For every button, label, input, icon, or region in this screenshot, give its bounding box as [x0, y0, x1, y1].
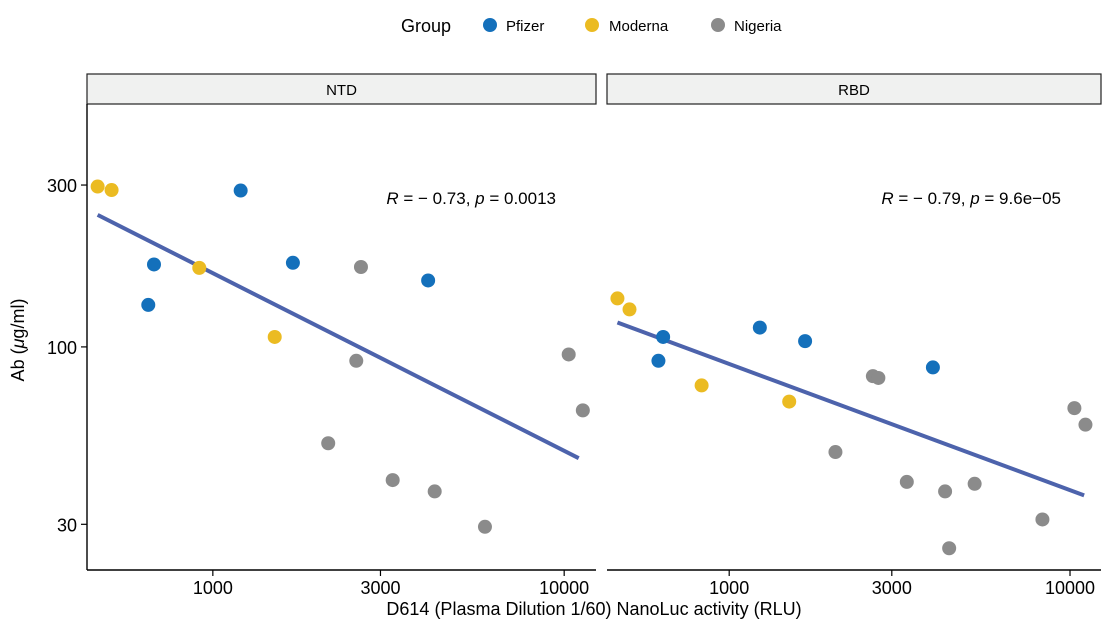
regression-line — [616, 320, 1085, 498]
facet-strip — [606, 73, 1102, 105]
data-point-nigeria — [1067, 401, 1082, 416]
data-point-nigeria — [427, 484, 442, 499]
data-point-nigeria — [871, 370, 886, 385]
data-point-nigeria — [353, 260, 368, 275]
data-point-nigeria — [385, 473, 400, 488]
facet-strip — [86, 73, 597, 105]
x-tick-label: 10000 — [539, 578, 589, 598]
legend: Group Pfizer Moderna Nigeria — [401, 16, 782, 36]
data-point-pfizer — [656, 329, 671, 344]
data-point-nigeria — [938, 484, 953, 499]
data-point-nigeria — [561, 347, 576, 362]
legend-title: Group — [401, 16, 451, 36]
legend-label-nigeria: Nigeria — [734, 18, 782, 35]
data-point-nigeria — [967, 476, 982, 491]
data-point-pfizer — [752, 320, 767, 335]
data-point-pfizer — [141, 297, 156, 312]
data-point-nigeria — [942, 541, 957, 556]
y-axis: 30 100 300 — [47, 104, 88, 570]
x-axis-label: D614 (Plasma Dilution 1/60) NanoLuc acti… — [386, 599, 801, 619]
y-tick-label: 300 — [47, 176, 77, 196]
data-point-moderna — [267, 329, 282, 344]
data-point-pfizer — [233, 183, 248, 198]
panel-rbd: RBD 1000 3000 10000 R = − 0.79, p = 9.6e−05 — [606, 73, 1102, 598]
x-tick-label: 1000 — [709, 578, 749, 598]
y-tick-label: 30 — [57, 515, 77, 535]
data-point-nigeria — [1035, 512, 1050, 527]
data-point-moderna — [622, 302, 637, 317]
legend-key-moderna — [585, 18, 599, 32]
correlation-annotation: R = − 0.73, p = 0.0013 — [386, 189, 556, 208]
data-point-pfizer — [421, 273, 436, 288]
x-tick-label: 3000 — [360, 578, 400, 598]
regression-line — [96, 213, 580, 460]
data-point-pfizer — [925, 360, 940, 375]
data-point-pfizer — [146, 257, 161, 272]
data-point-pfizer — [651, 353, 666, 368]
data-point-pfizer — [798, 334, 813, 349]
data-point-nigeria — [828, 445, 843, 460]
correlation-annotation: R = − 0.79, p = 9.6e−05 — [881, 189, 1061, 208]
x-tick-label: 1000 — [193, 578, 233, 598]
data-point-moderna — [192, 260, 207, 275]
panel-ntd: NTD 1000 3000 10000 R = − 0.73, p = 0.0013 — [86, 73, 597, 598]
data-point-moderna — [782, 394, 797, 409]
legend-key-nigeria — [711, 18, 725, 32]
x-tick-label: 10000 — [1045, 578, 1095, 598]
legend-key-pfizer — [483, 18, 497, 32]
facet-strip-label: RBD — [838, 82, 870, 99]
data-point-moderna — [610, 291, 625, 306]
y-axis-label: Ab (μg/ml) — [8, 299, 28, 382]
facet-panels: NTD 1000 3000 10000 R = − 0.73, p = 0.0013 RB… — [86, 73, 1102, 598]
data-point-moderna — [694, 378, 709, 393]
data-point-nigeria — [899, 474, 914, 489]
legend-label-pfizer: Pfizer — [506, 18, 544, 35]
y-tick-label: 100 — [47, 338, 77, 358]
legend-label-moderna: Moderna — [609, 18, 669, 35]
facet-strip-label: NTD — [326, 82, 357, 99]
data-point-nigeria — [321, 436, 336, 451]
data-point-nigeria — [477, 519, 492, 534]
data-point-nigeria — [575, 403, 590, 418]
data-point-moderna — [104, 183, 119, 198]
data-point-pfizer — [285, 255, 300, 270]
data-point-nigeria — [349, 353, 364, 368]
x-tick-label: 3000 — [872, 578, 912, 598]
data-point-nigeria — [1078, 417, 1093, 432]
data-point-moderna — [90, 179, 105, 194]
